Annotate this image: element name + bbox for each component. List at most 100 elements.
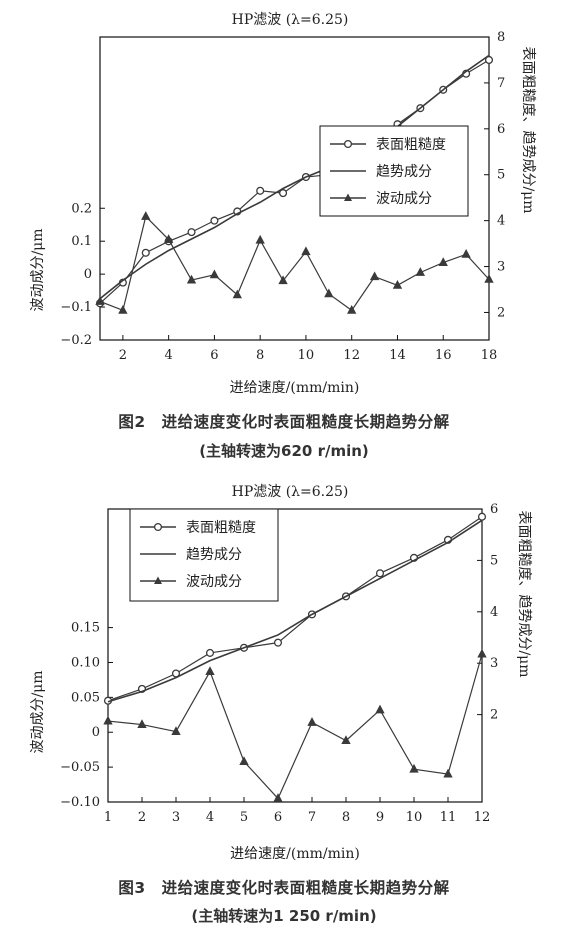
x-tick-label: 2 (138, 810, 146, 825)
series-3-point (186, 274, 197, 284)
x-tick-label: 16 (435, 348, 452, 363)
series-3-point (341, 735, 351, 745)
x-tick-label: 18 (481, 348, 498, 363)
series-3-point (239, 756, 249, 765)
y2-axis-label: 表面粗糙度、趋势成分/μm (520, 46, 536, 213)
y2-axis-label: 表面粗糙度、趋势成分/μm (516, 510, 532, 677)
y2-tick-label: 8 (497, 30, 505, 45)
series-2-line (107, 519, 483, 703)
x-tick-label: 10 (406, 810, 423, 825)
y-tick-label: −0.05 (60, 760, 100, 775)
legend-marker-circle (153, 522, 163, 532)
y2-tick-label: 3 (490, 656, 498, 671)
y2-tick-label: 6 (490, 502, 498, 517)
series-3-point (409, 763, 419, 773)
series-1-point (477, 512, 487, 521)
series-3-point (163, 234, 174, 243)
y-tick-label: 0.15 (71, 621, 100, 636)
series-3-point (415, 267, 426, 276)
figure-3-caption: 图3 进给速度变化时表面粗糙度长期趋势分解 (118, 879, 450, 897)
y-tick-label: 0.05 (71, 690, 100, 705)
x-tick-label: 9 (376, 810, 384, 825)
figure-2-caption: 图2 进给速度变化时表面粗糙度长期趋势分解 (118, 413, 450, 431)
y2-tick-label: 6 (497, 122, 505, 137)
series-3-point (347, 305, 357, 314)
series-1-point (279, 189, 288, 198)
series-3-point (324, 288, 334, 298)
x-tick-label: 5 (240, 810, 248, 825)
x-tick-label: 10 (298, 348, 315, 363)
y2-tick-label: 2 (497, 305, 505, 320)
y-axis-label: 波动成分/μm (30, 670, 46, 753)
x-tick-label: 2 (119, 348, 127, 363)
series-3-point (307, 717, 317, 726)
chart-title: HP滤波 (λ=6.25) (232, 484, 349, 500)
x-tick-label: 11 (440, 810, 457, 825)
legend-label: 波动成分 (376, 191, 432, 207)
series-1-point (375, 569, 385, 578)
figure-2-subcaption: (主轴转速为620 r/min) (199, 442, 369, 460)
series-1-point (141, 248, 150, 257)
legend-marker-triangle (344, 193, 352, 201)
legend-marker-triangle (154, 576, 162, 584)
series-3-point (443, 768, 453, 778)
y-tick-label: 0 (92, 725, 100, 740)
x-tick-label: 8 (342, 810, 350, 825)
x-tick-label: 4 (206, 810, 214, 825)
x-tick-label: 8 (256, 348, 264, 363)
legend-label: 趋势成分 (376, 164, 432, 180)
series-3-point (103, 715, 113, 725)
y-tick-label: 0 (84, 267, 92, 282)
x-axis-label: 进给速度/(mm/min) (230, 380, 360, 396)
series-3-point (205, 666, 215, 675)
series-3-point (375, 704, 385, 714)
series-1-point (256, 186, 265, 195)
x-tick-label: 3 (172, 810, 180, 825)
legend-label: 趋势成分 (186, 547, 242, 563)
series-3-point (273, 793, 283, 802)
series-3-point (95, 296, 105, 305)
series-3-point (255, 234, 265, 244)
chart-title: HP滤波 (λ=6.25) (232, 12, 349, 28)
series-1-point (187, 228, 196, 237)
series-3-point (477, 648, 487, 658)
y2-tick-label: 7 (497, 76, 505, 91)
figure-3: HP滤波 (λ=6.25) 1 2 3 4 5 6 7 8 9 10 11 12 −0.10 −0.05 0 0… (0, 474, 568, 866)
series-3-point (484, 274, 494, 283)
series-3-point (232, 289, 242, 299)
series-3-point (461, 249, 471, 258)
y-axis-label: 波动成分/μm (30, 228, 46, 311)
figure-2: HP滤波 (λ=6.25) 2 4 6 8 10 12 14 16 18 −0.2 −0.1 0 0.1 0… (0, 0, 568, 398)
series-3-point (118, 305, 128, 314)
series-2-line (99, 54, 490, 300)
series-3-line (107, 653, 483, 800)
x-tick-label: 6 (274, 810, 282, 825)
series-1-point (205, 648, 215, 657)
series-1-line (107, 516, 483, 702)
y-tick-label: 0.1 (71, 234, 92, 249)
x-tick-label: 12 (343, 348, 360, 363)
y2-tick-label: 2 (490, 708, 498, 723)
series-3-point (369, 271, 380, 281)
y2-tick-label: 3 (497, 260, 505, 275)
x-tick-label: 1 (104, 810, 112, 825)
series-3-point (438, 257, 448, 267)
legend-label: 表面粗糙度 (376, 137, 446, 153)
y2-tick-label: 5 (497, 168, 505, 183)
plot-frame (99, 36, 490, 341)
x-tick-label: 6 (210, 348, 218, 363)
legend-label: 表面粗糙度 (186, 520, 256, 536)
series-1-point (273, 638, 283, 647)
y2-tick-label: 5 (490, 553, 498, 568)
x-tick-label: 14 (389, 348, 406, 363)
y2-tick-label: 4 (490, 605, 498, 620)
series-3-point (209, 269, 220, 279)
y-tick-label: −0.1 (60, 300, 92, 315)
chart-figure-3: HP滤波 (λ=6.25)1 2 3 4 5 6 7 8 9 10 11 12−0.10−0.0500… (30, 484, 532, 862)
y2-tick-label: 4 (497, 214, 505, 229)
x-tick-label: 12 (474, 810, 491, 825)
legend-label: 波动成分 (186, 574, 242, 590)
y-tick-label: −0.2 (60, 333, 92, 348)
chart-figure-2: HP滤波 (λ=6.25) 2 4 6 8 10 12 14 16 18 −0.2 −0.1 0 0.1 0… (30, 12, 536, 396)
